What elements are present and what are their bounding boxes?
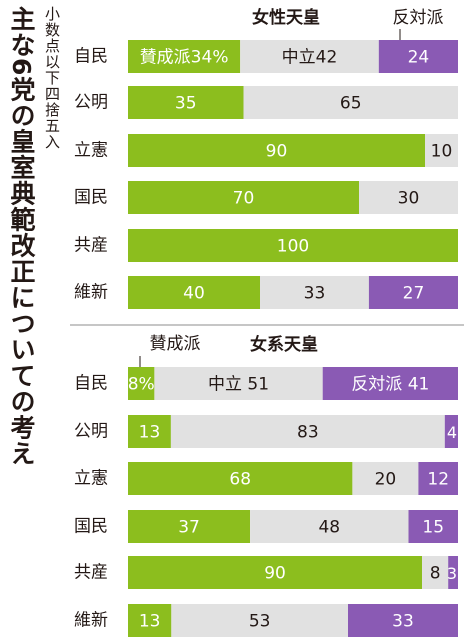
- bar-support: [128, 604, 172, 637]
- bar-oppose: [378, 40, 458, 73]
- data-label-support: 40: [183, 284, 205, 304]
- data-label-neutral: 83: [297, 423, 319, 443]
- category-label: 公明: [74, 422, 108, 442]
- data-label-support: 68: [229, 470, 251, 490]
- bar-neutral: [425, 134, 458, 167]
- bar-neutral: [171, 604, 348, 637]
- category-label: 共産: [74, 236, 108, 256]
- category-label: 国民: [74, 517, 108, 537]
- category-label: 共産: [74, 563, 108, 583]
- bar-neutral: [359, 181, 458, 214]
- bar-oppose: [408, 510, 458, 543]
- bar-oppose: [418, 462, 458, 495]
- data-label-support: 13: [139, 423, 161, 443]
- bar-support: [128, 181, 359, 214]
- bar-neutral: [352, 462, 419, 495]
- bar-neutral: [250, 510, 409, 543]
- data-label-support: 37: [178, 518, 200, 538]
- data-label-neutral: 48: [318, 518, 340, 538]
- panel-title: 女系天皇: [250, 334, 318, 355]
- data-label-support: 100: [277, 237, 309, 257]
- bar-neutral: [154, 367, 323, 400]
- data-label-oppose: 反対派 41: [351, 375, 429, 395]
- bar-support: [128, 510, 251, 543]
- data-label-neutral: 10: [431, 142, 453, 162]
- category-label: 維新: [74, 611, 108, 631]
- rounding-note: 小数点以下四捨五入: [43, 6, 61, 150]
- bar-support: [128, 556, 423, 589]
- panel-title: 女性天皇: [252, 7, 320, 28]
- data-label-neutral: 53: [249, 612, 271, 632]
- data-label-oppose: 15: [422, 518, 444, 538]
- data-label-support: 90: [264, 564, 286, 584]
- data-label-neutral: 30: [398, 189, 420, 209]
- data-label-oppose: 12: [427, 470, 449, 490]
- category-label: 自民: [74, 47, 108, 67]
- bar-support: [128, 40, 241, 73]
- data-label-support: 13: [139, 612, 161, 632]
- data-label-neutral: 33: [304, 284, 326, 304]
- bar-oppose: [368, 276, 458, 309]
- category-label: 立憲: [74, 140, 108, 161]
- category-label: 公明: [74, 93, 108, 113]
- bar-oppose: [448, 556, 458, 589]
- bar-neutral: [243, 86, 458, 119]
- bar-support: [128, 415, 171, 448]
- data-label-neutral: 8: [430, 564, 441, 584]
- data-label-support: 35: [175, 94, 197, 114]
- data-label-support: 賛成派34%: [140, 48, 229, 68]
- category-label: 自民: [74, 374, 108, 394]
- bar-neutral: [170, 415, 445, 448]
- data-label-support: 70: [233, 189, 255, 209]
- bar-neutral: [240, 40, 379, 73]
- data-label-support: 90: [266, 142, 288, 162]
- data-label-neutral: 20: [375, 470, 397, 490]
- bar-oppose: [444, 415, 458, 448]
- bar-support: [128, 134, 425, 167]
- data-label-support: 8%: [128, 375, 155, 395]
- bar-oppose: [322, 367, 458, 400]
- chart-title: 主な6党の皇室典範改正についての考え: [7, 6, 36, 467]
- bar-oppose: [348, 604, 458, 637]
- data-label-oppose: 33: [392, 612, 414, 632]
- data-label-oppose: 24: [408, 48, 430, 68]
- data-label-oppose: 3: [447, 564, 457, 583]
- data-label-oppose: 4: [447, 423, 457, 442]
- legend-label: 賛成派: [150, 334, 201, 354]
- bar-neutral: [260, 276, 369, 309]
- category-label: 立憲: [74, 468, 108, 489]
- legend-label: 反対派: [393, 8, 444, 28]
- data-label-neutral: 中立42: [282, 48, 338, 68]
- bar-support: [128, 462, 353, 495]
- bar-support: [128, 229, 458, 262]
- bar-support: [128, 367, 155, 400]
- category-label: 維新: [74, 283, 108, 303]
- category-label: 国民: [74, 188, 108, 208]
- bar-neutral: [422, 556, 449, 589]
- bar-support: [128, 276, 260, 309]
- bar-support: [128, 86, 244, 119]
- data-label-oppose: 27: [403, 284, 425, 304]
- data-label-neutral: 中立 51: [208, 375, 269, 395]
- data-label-neutral: 65: [340, 94, 362, 114]
